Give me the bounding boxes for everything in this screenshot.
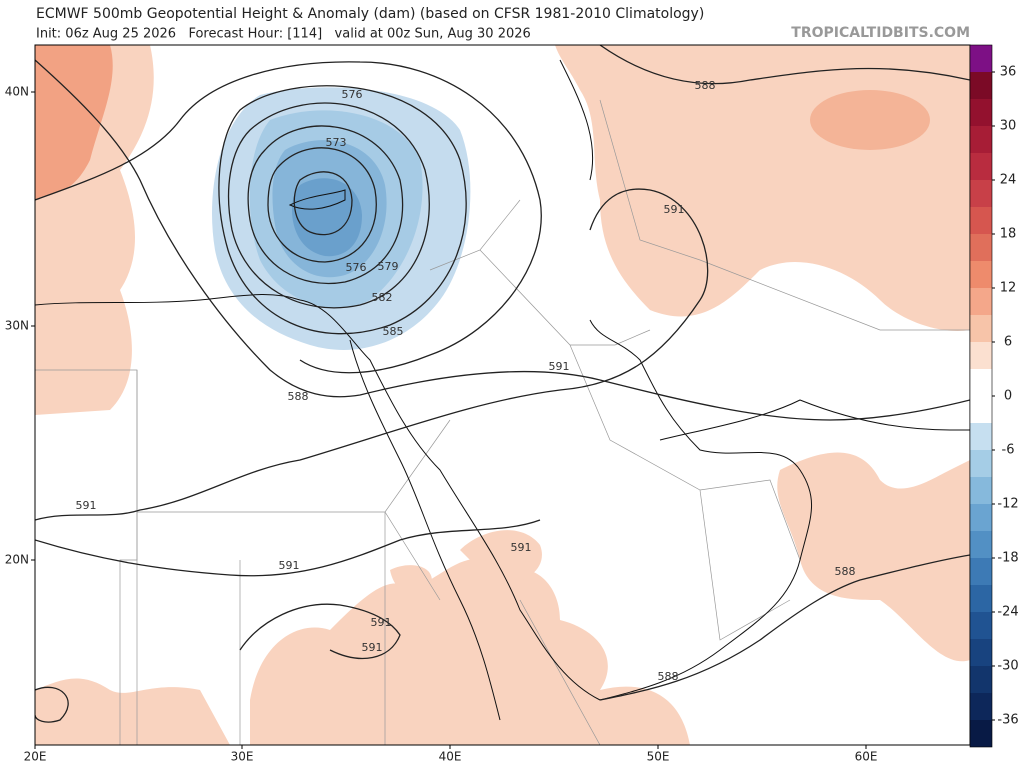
lon-label: 50E	[647, 750, 670, 764]
colorbar-swatch	[970, 639, 992, 666]
coastlines	[35, 59, 970, 721]
colorbar-label: -6	[1002, 443, 1015, 458]
contour-label: 573	[326, 136, 347, 149]
contour-label: 588	[658, 670, 679, 683]
colorbar-label: 24	[1000, 173, 1017, 188]
lon-label: 20E	[24, 750, 47, 764]
colorbar-label: 18	[1000, 227, 1017, 242]
lon-label: 40E	[439, 750, 462, 764]
colorbar-label: -18	[997, 551, 1018, 566]
negative-anomaly	[212, 87, 471, 350]
colorbar-swatch	[970, 666, 992, 693]
colorbar-label: 0	[1004, 389, 1012, 404]
colorbar-swatch	[970, 45, 992, 72]
colorbar-swatch	[970, 423, 992, 450]
colorbar-swatch	[970, 450, 992, 477]
lon-label: 60E	[855, 750, 878, 764]
map: 576 573 576 579 582 585 588 588 591 591 591 591 591 5…	[35, 45, 970, 745]
contour-label: 591	[279, 559, 300, 572]
contour-label: 591	[511, 541, 532, 554]
axes: 40N 30N 20N 20E 30E 40E 50E 60E	[5, 85, 878, 764]
title: ECMWF 500mb Geopotential Height & Anomal…	[36, 6, 704, 22]
lat-label: 20N	[5, 553, 29, 567]
contour-label: 582	[372, 291, 393, 304]
positive-anomaly-strong	[35, 45, 113, 200]
borders	[35, 99, 970, 745]
colorbar: 36 30 24 18 12 6 0 -6 -12 -18 -24 -30 -36	[969, 44, 1019, 748]
lat-label: 30N	[5, 319, 29, 333]
colorbar-label: -30	[997, 659, 1018, 674]
colorbar-swatch	[970, 126, 992, 153]
colorbar-label: 36	[1000, 65, 1017, 80]
colorbar-swatch	[970, 558, 992, 585]
colorbar-swatch	[970, 612, 992, 639]
colorbar-swatch	[970, 720, 992, 747]
colorbar-label: 12	[1000, 281, 1017, 296]
colorbar-swatch	[970, 504, 992, 531]
colorbar-swatch	[970, 99, 992, 126]
colorbar-label: -36	[997, 713, 1018, 728]
contour-label: 591	[362, 641, 383, 654]
colorbar-swatch	[970, 531, 992, 558]
contour-label: 591	[371, 616, 392, 629]
contour-label: 591	[76, 499, 97, 512]
lat-label: 40N	[5, 85, 29, 99]
lon-label: 30E	[231, 750, 254, 764]
colorbar-swatch	[970, 180, 992, 207]
colorbar-swatch	[970, 369, 992, 423]
colorbar-swatch	[970, 288, 992, 315]
colorbar-swatch	[970, 585, 992, 612]
colorbar-swatch	[970, 153, 992, 180]
contour-label: 576	[346, 261, 367, 274]
contour-label: 579	[378, 260, 399, 273]
watermark: TROPICALTIDBITS.COM	[791, 25, 970, 41]
colorbar-label: -12	[997, 497, 1018, 512]
colorbar-swatch	[970, 342, 992, 369]
colorbar-swatch	[970, 234, 992, 261]
subtitle: Init: 06z Aug 25 2026 Forecast Hour: [11…	[36, 27, 531, 42]
contour-label: 591	[549, 360, 570, 373]
colorbar-label: 30	[1000, 119, 1017, 134]
contour-label: 588	[695, 79, 716, 92]
contour-label: 588	[288, 390, 309, 403]
colorbar-label: -24	[997, 605, 1018, 620]
contour-label: 591	[664, 203, 685, 216]
contour-labels: 576 573 576 579 582 585 588 588 591 591 591 591 591 5…	[76, 79, 856, 683]
contour-label: 585	[383, 325, 404, 338]
colorbar-swatch	[970, 207, 992, 234]
contour-label: 576	[342, 88, 363, 101]
colorbar-swatch	[970, 315, 992, 342]
colorbar-swatch	[970, 693, 992, 720]
colorbar-swatch	[970, 261, 992, 288]
colorbar-swatch	[970, 72, 992, 99]
colorbar-label: 6	[1004, 335, 1012, 350]
height-contours	[35, 45, 970, 723]
positive-anomaly-strong	[810, 90, 930, 150]
contour-label: 588	[835, 565, 856, 578]
colorbar-swatch	[970, 477, 992, 504]
